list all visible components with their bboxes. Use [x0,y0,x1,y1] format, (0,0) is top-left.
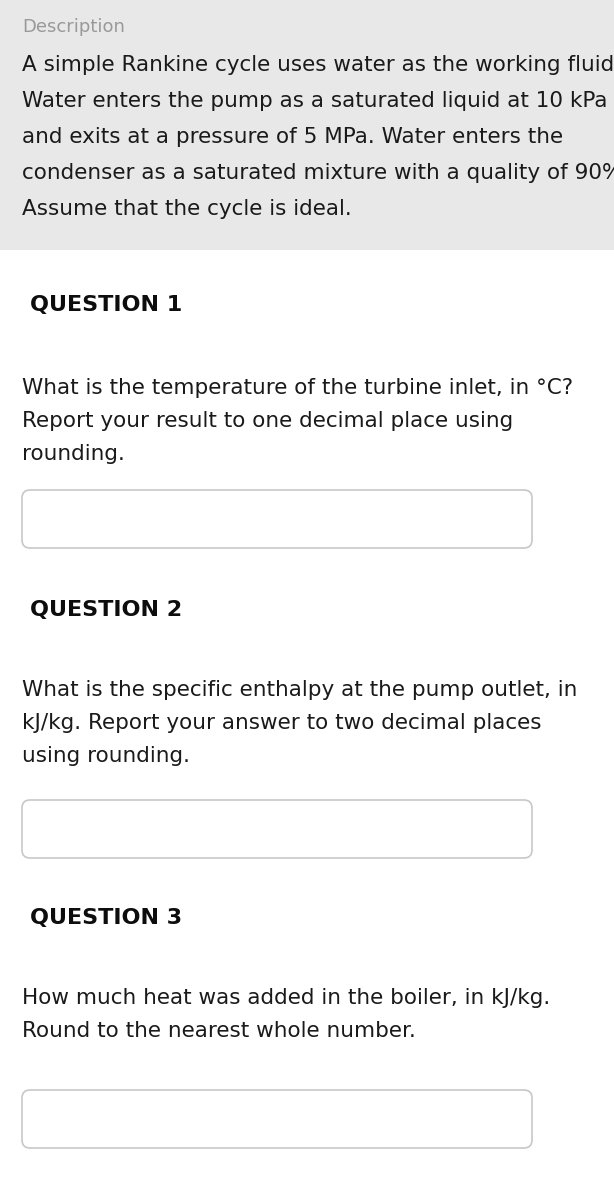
FancyBboxPatch shape [22,800,532,858]
Text: Assume that the cycle is ideal.: Assume that the cycle is ideal. [22,199,352,219]
Text: Description: Description [22,18,125,36]
Text: kJ/kg. Report your answer to two decimal places: kJ/kg. Report your answer to two decimal… [22,713,542,733]
Text: QUESTION 2: QUESTION 2 [30,600,182,621]
Text: Round to the nearest whole number.: Round to the nearest whole number. [22,1021,416,1041]
Text: QUESTION 3: QUESTION 3 [30,908,182,928]
Text: and exits at a pressure of 5 MPa. Water enters the: and exits at a pressure of 5 MPa. Water … [22,127,563,147]
Text: How much heat was added in the boiler, in kJ/kg.: How much heat was added in the boiler, i… [22,988,550,1008]
Text: Report your result to one decimal place using: Report your result to one decimal place … [22,411,513,431]
Text: rounding.: rounding. [22,444,125,464]
FancyBboxPatch shape [0,0,614,250]
FancyBboxPatch shape [22,1090,532,1148]
Text: Water enters the pump as a saturated liquid at 10 kPa: Water enters the pump as a saturated liq… [22,91,607,111]
Text: condenser as a saturated mixture with a quality of 90%.: condenser as a saturated mixture with a … [22,163,614,183]
Text: using rounding.: using rounding. [22,746,190,766]
FancyBboxPatch shape [22,490,532,547]
Text: What is the specific enthalpy at the pump outlet, in: What is the specific enthalpy at the pum… [22,680,577,700]
Text: QUESTION 1: QUESTION 1 [30,295,182,315]
Text: A simple Rankine cycle uses water as the working fluid.: A simple Rankine cycle uses water as the… [22,55,614,75]
Text: What is the temperature of the turbine inlet, in °C?: What is the temperature of the turbine i… [22,379,573,398]
